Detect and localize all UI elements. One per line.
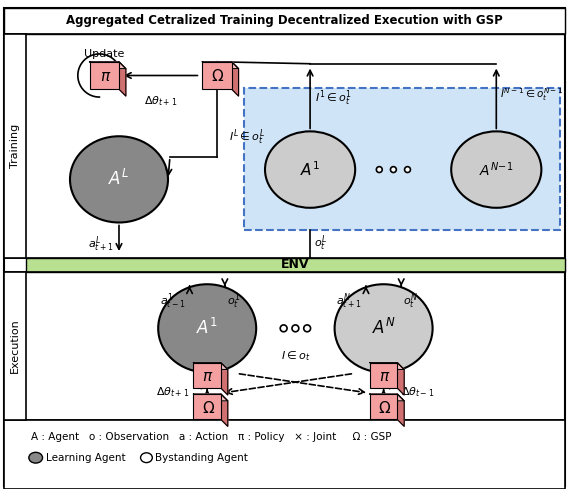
- Text: $\pi$: $\pi$: [379, 369, 390, 384]
- Text: $a_{t+1}^L$: $a_{t+1}^L$: [88, 234, 114, 254]
- Polygon shape: [370, 394, 404, 401]
- Polygon shape: [370, 363, 404, 370]
- Text: Bystanding Agent: Bystanding Agent: [155, 453, 248, 463]
- Text: A : Agent   o : Observation   a : Action   π : Policy   × : Joint     Ω : GSP: A : Agent o : Observation a : Action π :…: [31, 432, 391, 442]
- Text: $\Delta\theta_{t-1}$: $\Delta\theta_{t-1}$: [401, 385, 435, 399]
- Text: Execution: Execution: [10, 319, 20, 373]
- Bar: [4, 35, 26, 258]
- Text: $\Delta\theta_{t+1}$: $\Delta\theta_{t+1}$: [144, 94, 177, 108]
- Bar: [4, 35, 565, 258]
- Polygon shape: [221, 363, 228, 395]
- Text: $A^N$: $A^N$: [372, 318, 395, 338]
- Text: $a_{t+1}^N$: $a_{t+1}^N$: [336, 291, 362, 311]
- Ellipse shape: [29, 453, 43, 463]
- Text: $\Omega$: $\Omega$: [202, 400, 215, 416]
- Bar: [90, 62, 119, 89]
- Text: $\pi$: $\pi$: [99, 69, 111, 84]
- Bar: [26, 258, 565, 272]
- Polygon shape: [397, 363, 404, 395]
- Ellipse shape: [265, 131, 355, 208]
- Text: $I^1 \in o_t^1$: $I^1 \in o_t^1$: [315, 88, 352, 108]
- Polygon shape: [221, 394, 228, 426]
- Text: Aggregated Cetralized Training Decentralized Execution with GSP: Aggregated Cetralized Training Decentral…: [66, 14, 503, 27]
- Text: Learning Agent: Learning Agent: [46, 453, 126, 463]
- Ellipse shape: [303, 325, 310, 332]
- Bar: [4, 272, 26, 420]
- Text: $o_t^N$: $o_t^N$: [403, 291, 418, 311]
- Text: $\pi$: $\pi$: [202, 369, 214, 384]
- Ellipse shape: [292, 325, 299, 332]
- Bar: [202, 62, 232, 89]
- Text: $A^L$: $A^L$: [108, 169, 129, 189]
- Text: $I^L \in o_t^L$: $I^L \in o_t^L$: [229, 127, 265, 147]
- Text: $a_{t-1}^1$: $a_{t-1}^1$: [160, 291, 186, 311]
- Polygon shape: [232, 62, 239, 96]
- Text: $\Omega$: $\Omega$: [212, 69, 224, 84]
- Text: $o_t^1$: $o_t^1$: [227, 291, 240, 311]
- Ellipse shape: [140, 453, 153, 462]
- Bar: [244, 88, 560, 230]
- Text: ENV: ENV: [281, 258, 310, 271]
- Bar: [4, 420, 565, 489]
- Text: Training: Training: [10, 124, 20, 168]
- Ellipse shape: [391, 166, 397, 172]
- Text: $A^1$: $A^1$: [197, 318, 218, 338]
- Text: Update: Update: [84, 49, 124, 59]
- Text: $A^{N\!-\!1}$: $A^{N\!-\!1}$: [479, 160, 513, 179]
- Bar: [370, 394, 397, 419]
- Ellipse shape: [376, 166, 382, 172]
- Ellipse shape: [335, 284, 432, 372]
- Bar: [370, 363, 397, 388]
- Polygon shape: [90, 62, 126, 69]
- Ellipse shape: [405, 166, 410, 172]
- Text: $I^{N-1} \in o_t^{N-1}$: $I^{N-1} \in o_t^{N-1}$: [500, 87, 564, 104]
- Ellipse shape: [158, 284, 256, 372]
- Text: $\Delta\theta_{t+1}$: $\Delta\theta_{t+1}$: [156, 385, 190, 399]
- Bar: [194, 363, 221, 388]
- Text: $\Omega$: $\Omega$: [378, 400, 391, 416]
- Text: $A^1$: $A^1$: [300, 160, 320, 179]
- Bar: [194, 394, 221, 419]
- Ellipse shape: [280, 325, 287, 332]
- Polygon shape: [397, 394, 404, 426]
- Polygon shape: [202, 62, 239, 69]
- Text: $o_t^{L}$: $o_t^{L}$: [314, 233, 327, 253]
- Bar: [4, 272, 565, 420]
- Polygon shape: [194, 363, 228, 370]
- Bar: [4, 8, 565, 35]
- Ellipse shape: [451, 131, 542, 208]
- Polygon shape: [119, 62, 126, 96]
- Ellipse shape: [70, 136, 168, 222]
- Text: $I \in o_t$: $I \in o_t$: [281, 349, 310, 363]
- Polygon shape: [194, 394, 228, 401]
